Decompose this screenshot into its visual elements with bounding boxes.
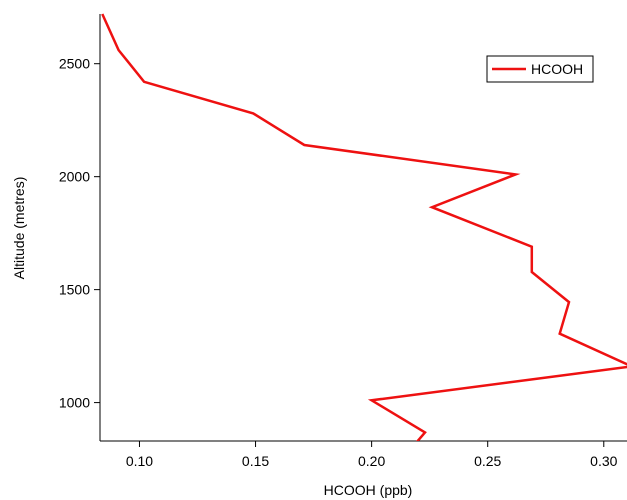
x-tick-label: 0.10 [126, 453, 153, 469]
y-tick-label: 2000 [59, 169, 90, 185]
axes [99, 14, 627, 442]
x-tick-label: 0.15 [242, 453, 269, 469]
legend: HCOOH [486, 55, 594, 83]
y-tick-label: 2500 [59, 56, 90, 72]
y-tick-label: 1000 [59, 395, 90, 411]
x-tick-label: 0.20 [358, 453, 385, 469]
y-tick-label: 1500 [59, 282, 90, 298]
x-tick-label: 0.30 [590, 453, 617, 469]
plot-area [101, 13, 627, 441]
legend-label-hcooh: HCOOH [531, 61, 583, 77]
y-ticks: 1000 1500 2000 2500 [59, 56, 100, 411]
x-tick-label: 0.25 [474, 453, 501, 469]
x-axis-title: HCOOH (ppb) [324, 482, 413, 498]
y-axis-title: Altitude (metres) [11, 177, 27, 280]
legend-box [486, 55, 594, 83]
x-ticks: 0.10 0.15 0.20 0.25 0.30 [126, 441, 618, 469]
